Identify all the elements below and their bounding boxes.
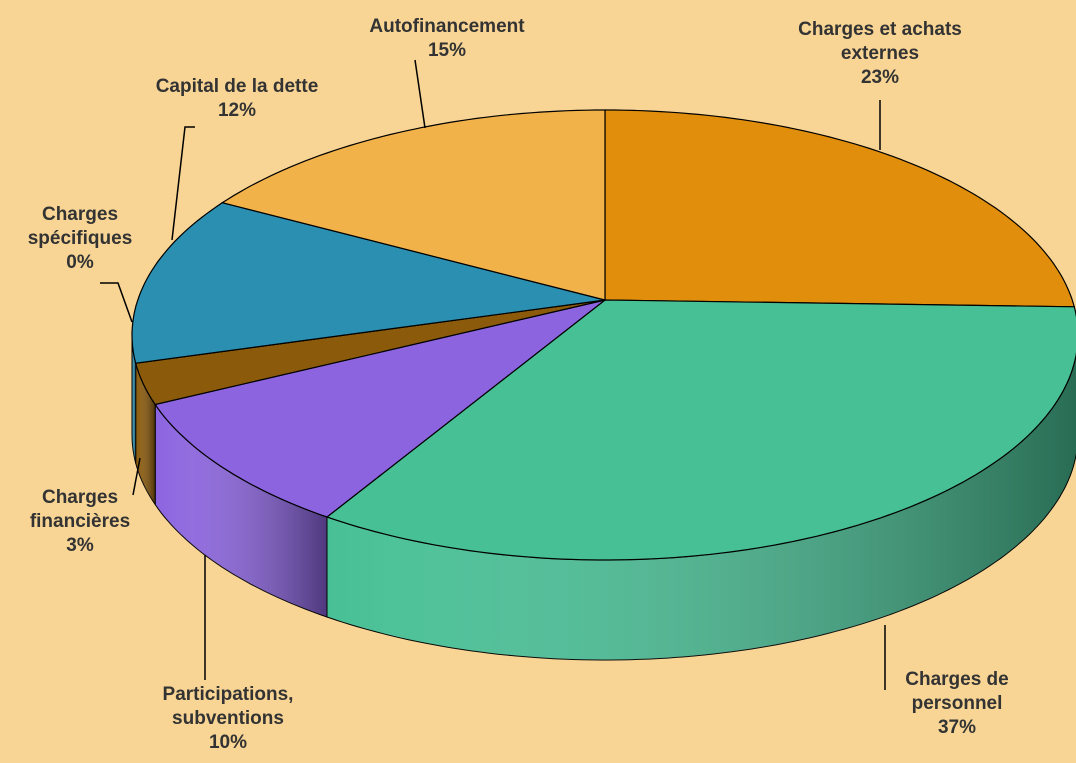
value-label: 3% <box>66 535 94 556</box>
category-label: Autofinancement <box>369 16 525 37</box>
value-label: 0% <box>66 252 94 273</box>
data-label: Participations, subventions 10% <box>128 683 328 755</box>
category-label: Capital de la dette <box>155 76 319 97</box>
value-label: 37% <box>937 717 977 738</box>
data-label: Charges et achats externes 23% <box>765 18 995 90</box>
slice <box>604 109 1076 308</box>
data-label: Autofinancement 15% <box>327 15 567 63</box>
value-label: 23% <box>860 67 900 88</box>
category-label: Charges et achats externes <box>798 19 962 64</box>
slice <box>325 299 1076 561</box>
slice-side-shade <box>155 404 327 617</box>
slice <box>131 202 606 364</box>
leader-line <box>100 282 133 323</box>
slice <box>154 299 606 518</box>
category-label: Charges financières <box>29 487 131 532</box>
slice <box>220 109 606 301</box>
value-label: 10% <box>208 732 248 753</box>
data-label: Charges spécifiques 0% <box>5 203 155 275</box>
data-label: Capital de la dette 12% <box>107 75 367 123</box>
data-label: Charges financières 3% <box>5 486 155 558</box>
category-label: Participations, subventions <box>162 684 294 729</box>
slice-side-shade <box>132 335 136 464</box>
leader-line <box>171 126 195 241</box>
data-label: Charges de personnel 37% <box>882 668 1032 740</box>
value-label: 15% <box>427 40 467 61</box>
leader-line <box>414 59 426 129</box>
slice-side-shade <box>327 355 1076 660</box>
category-label: Charges de personnel <box>905 669 1009 714</box>
slice-side-shade <box>135 363 156 505</box>
slice <box>134 299 606 406</box>
value-label: 12% <box>217 100 257 121</box>
category-label: Charges spécifiques <box>27 204 133 249</box>
leader-line <box>132 457 141 496</box>
